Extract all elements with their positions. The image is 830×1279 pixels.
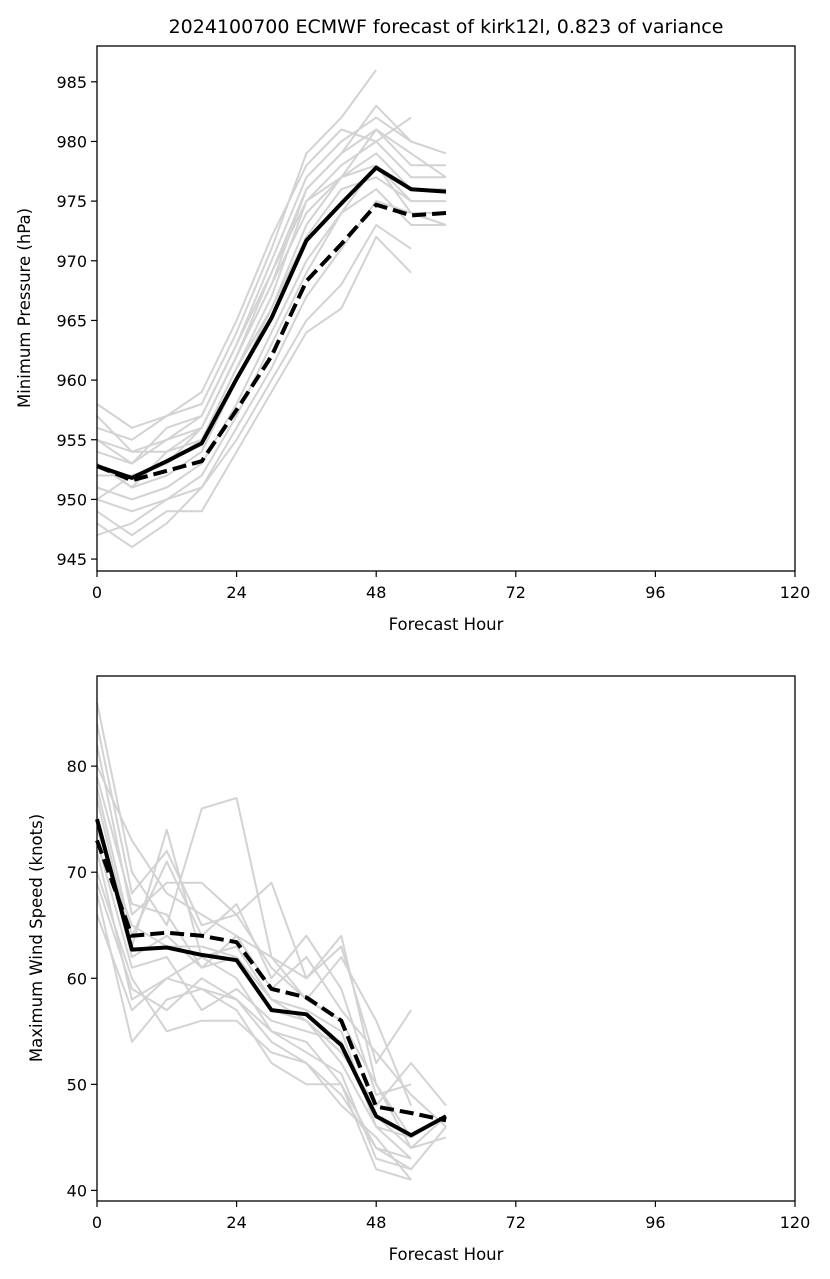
y-tick-label: 980 (56, 132, 87, 151)
ensemble-member-line (96, 829, 447, 1139)
mean-lines (95, 818, 447, 1138)
x-ticks: 0 24 48 72 96 120 (92, 571, 810, 602)
ensemble-member-line (96, 776, 447, 1128)
x-tick-label: 48 (366, 583, 386, 602)
mean-line-solid (96, 165, 447, 480)
mean-line-dashed (95, 839, 447, 1123)
ensemble-member-line (96, 765, 447, 1149)
pressure-panel: 0 24 48 72 96 120 945 950 955 960 965 970 975 980 985… (15, 45, 810, 634)
x-axis-label: Forecast Hour (389, 615, 504, 634)
ensemble-member-line (96, 164, 447, 453)
y-axis-label: Minimum Pressure (hPa) (15, 208, 34, 408)
y-tick-label: 955 (56, 431, 87, 450)
mean-lines (96, 165, 447, 483)
ensemble-member-line (96, 188, 446, 501)
ensemble-member-line (96, 116, 412, 441)
x-tick-label: 120 (780, 1213, 811, 1232)
y-tick-label: 975 (56, 192, 87, 211)
ensemble-member-line (96, 882, 412, 1171)
ensemble-member-line (96, 840, 447, 1149)
mean-line-solid (95, 818, 447, 1138)
y-tick-label: 40 (67, 1181, 87, 1200)
wind-panel: 0 24 48 72 96 120 40 50 60 70 80 Forecast Hour Ma… (27, 675, 810, 1264)
y-tick-label: 970 (56, 252, 87, 271)
ensemble-member-line (96, 702, 412, 1138)
ensemble-lines (96, 702, 447, 1181)
y-tick-label: 960 (56, 371, 87, 390)
plot-frame (96, 675, 796, 1202)
ensemble-lines (96, 69, 447, 549)
y-ticks: 40 50 60 70 80 (67, 757, 97, 1200)
x-tick-label: 96 (645, 1213, 665, 1232)
y-tick-label: 70 (67, 863, 87, 882)
x-tick-label: 120 (780, 583, 811, 602)
ensemble-member-line (96, 200, 446, 537)
y-tick-label: 60 (67, 969, 87, 988)
ensemble-member-line (96, 164, 446, 513)
plot-frame (96, 45, 796, 572)
ensemble-member-line (96, 723, 413, 1106)
ensemble-member-line (96, 224, 412, 549)
ensemble-member-line (96, 235, 412, 537)
ensemble-member-line (96, 797, 412, 1160)
mean-line-dashed (96, 202, 447, 483)
x-tick-label: 72 (506, 1213, 526, 1232)
ensemble-member-line (96, 914, 412, 1160)
y-tick-label: 945 (56, 550, 87, 569)
ensemble-member-line (96, 116, 447, 465)
x-tick-label: 24 (226, 583, 246, 602)
x-tick-label: 48 (366, 1213, 386, 1232)
y-ticks: 945 950 955 960 965 970 975 980 985 (56, 73, 97, 569)
y-tick-label: 965 (56, 311, 87, 330)
y-tick-label: 950 (56, 490, 87, 509)
ensemble-member-line (96, 69, 378, 429)
ensemble-member-line (96, 152, 446, 489)
x-ticks: 0 24 48 72 96 120 (92, 1201, 810, 1232)
y-tick-label: 985 (56, 73, 87, 92)
x-tick-label: 0 (92, 1213, 102, 1232)
y-axis-label: Maximum Wind Speed (knots) (27, 814, 46, 1062)
x-tick-label: 0 (92, 583, 102, 602)
y-tick-label: 80 (67, 757, 87, 776)
x-tick-label: 24 (226, 1213, 246, 1232)
x-axis-label: Forecast Hour (389, 1245, 504, 1264)
y-tick-label: 50 (67, 1075, 87, 1094)
x-tick-label: 96 (645, 583, 665, 602)
chart-title: 2024100700 ECMWF forecast of kirk12l, 0.… (169, 16, 724, 38)
x-tick-label: 72 (506, 583, 526, 602)
